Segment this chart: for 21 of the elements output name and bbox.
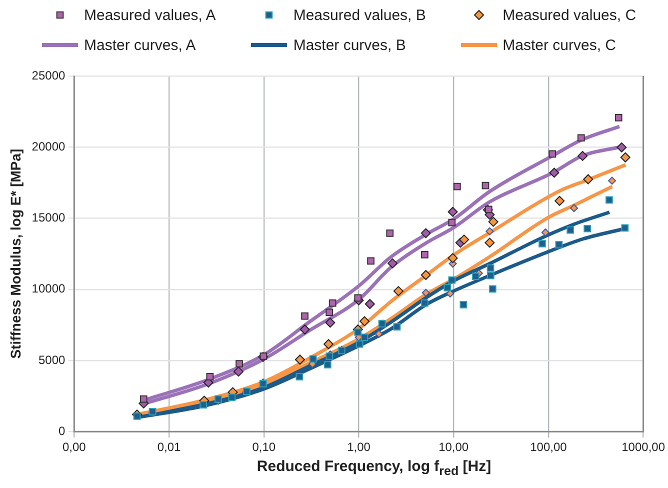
x-tick-label: 0,00 (62, 440, 86, 454)
x-tick-label: 1,00 (347, 440, 371, 454)
legend-label: Master curves, C (502, 36, 616, 54)
x-tick-label: 10,00 (438, 440, 469, 454)
x-tick-label: 100,00 (530, 440, 568, 454)
y-tick-label: 20000 (32, 139, 66, 154)
legend-label: Measured values, C (502, 6, 636, 24)
y-tick-label: 0 (58, 424, 66, 438)
legend-label: Master curves, B (293, 36, 406, 54)
y-tick-label: 15000 (32, 210, 66, 225)
legend-label: Measured values, A (84, 6, 216, 24)
y-tick-label: 5000 (38, 352, 66, 367)
x-tick-label: 0,01 (157, 440, 182, 454)
y-tick-label: 10000 (32, 282, 66, 296)
x-axis-title: Reduced Frequency, log f$_{red}$ [Hz] (256, 458, 492, 478)
y-axis-title: Stiffness Modulus, log E* [MPa] (7, 148, 24, 359)
y-tick-label: 25000 (32, 68, 66, 82)
legend-label: Measured values, B (293, 6, 426, 24)
x-tick-label: 1000,00 (622, 440, 666, 454)
legend-label: Master curves, A (84, 36, 196, 54)
x-tick-label: 0,10 (252, 440, 276, 454)
